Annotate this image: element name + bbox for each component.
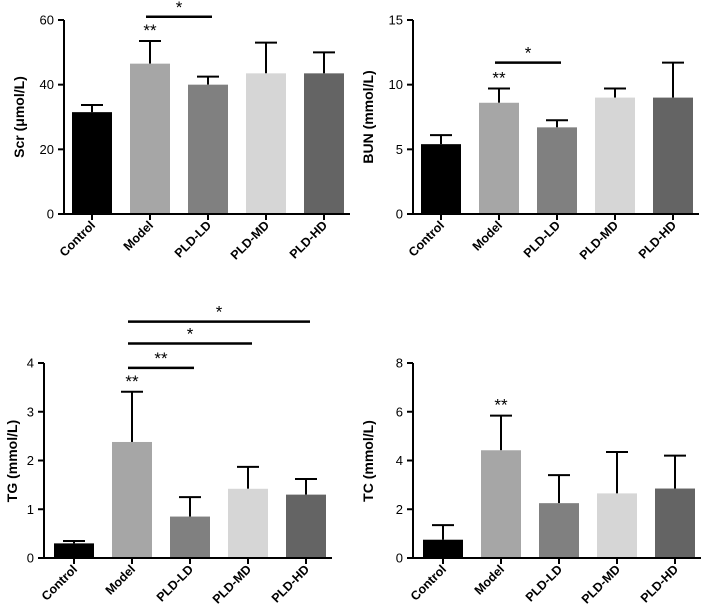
y-tick-label: 4 [27, 356, 34, 371]
significance-bracket-label: ** [154, 349, 168, 368]
y-tick-label: 3 [27, 404, 34, 419]
x-labels-tg: Control Model PLD-LD PLD-MD PLD-HD [39, 558, 312, 606]
significance-star: ** [143, 21, 157, 40]
bars-tg: ****** [54, 303, 326, 558]
y-axis-title-tc: TC (mmol/L) [360, 420, 376, 502]
x-category-label: Model [103, 562, 138, 597]
y-tick-label: 0 [396, 551, 403, 566]
x-category-label: PLD-MD [577, 218, 621, 262]
bar-model [479, 102, 519, 214]
x-category-label: Control [406, 218, 447, 259]
x-category-label: PLD-LD [523, 562, 565, 604]
bar-pld-ld [188, 84, 228, 215]
bar-model [481, 450, 521, 558]
x-category-label: PLD-HD [287, 218, 330, 261]
x-category-label: Control [408, 562, 449, 603]
significance-bracket-label: * [187, 325, 194, 344]
y-ticks-bun: 0 5 10 15 [389, 13, 413, 222]
bar-model [130, 63, 170, 215]
x-category-label: PLD-MD [228, 218, 272, 262]
chart-panel-tc: TC (mmol/L) ** 0 2 4 6 8 Control Model PLD-LD P… [360, 356, 701, 606]
y-tick-label: 6 [396, 404, 403, 419]
bar-pld-hd [304, 73, 344, 214]
bar-pld-ld [537, 127, 577, 214]
y-tick-label: 5 [396, 142, 403, 157]
x-category-label: PLD-HD [638, 562, 681, 605]
bar-pld-md [246, 73, 286, 214]
y-tick-label: 20 [40, 142, 54, 157]
significance-bracket-label: * [176, 0, 183, 17]
bar-control [421, 144, 461, 214]
y-ticks-tc: 0 2 4 6 8 [396, 356, 413, 566]
y-axis-title-tg: TG (mmol/L) [4, 420, 20, 502]
y-tick-label: 4 [396, 453, 403, 468]
bars-scr: *** [72, 0, 344, 215]
x-category-label: PLD-LD [521, 218, 563, 260]
x-category-label: PLD-MD [579, 562, 623, 606]
significance-star: ** [125, 372, 139, 391]
y-tick-label: 8 [396, 356, 403, 371]
bar-control [423, 539, 463, 558]
x-category-label: Control [39, 562, 80, 603]
y-tick-label: 10 [389, 77, 403, 92]
y-tick-label: 15 [389, 13, 403, 28]
x-category-label: PLD-HD [636, 218, 679, 261]
significance-bracket-label: * [216, 303, 223, 322]
significance-star: ** [494, 396, 508, 415]
x-category-label: PLD-LD [172, 218, 214, 260]
y-tick-label: 1 [27, 502, 34, 517]
significance-star: ** [492, 69, 506, 88]
x-category-label: PLD-MD [210, 562, 254, 606]
y-tick-label: 0 [27, 551, 34, 566]
bars-tc: ** [423, 396, 695, 558]
x-category-label: Model [472, 562, 507, 597]
y-axis-title-scr: Scr (μmol/L) [11, 76, 27, 158]
x-category-label: PLD-LD [154, 562, 196, 604]
y-tick-label: 0 [396, 207, 403, 222]
x-labels-tc: Control Model PLD-LD PLD-MD PLD-HD [408, 558, 681, 606]
y-tick-label: 2 [27, 453, 34, 468]
bar-control [54, 543, 94, 558]
bars-bun: *** [421, 44, 693, 214]
bar-pld-md [228, 488, 268, 558]
bar-pld-hd [286, 494, 326, 558]
x-category-label: PLD-HD [269, 562, 312, 605]
x-labels-bun: Control Model PLD-LD PLD-MD PLD-HD [406, 214, 679, 262]
y-tick-label: 0 [47, 207, 54, 222]
y-axis-title-bun: BUN (mmol/L) [360, 70, 376, 163]
x-category-label: Model [470, 218, 505, 253]
y-tick-label: 40 [40, 77, 54, 92]
y-tick-label: 60 [40, 13, 54, 28]
bar-pld-md [595, 97, 635, 214]
bar-pld-hd [655, 488, 695, 558]
significance-bracket-label: * [525, 44, 532, 63]
x-category-label: Control [57, 218, 98, 259]
y-ticks-tg: 0 1 2 3 4 [27, 356, 44, 566]
bar-pld-hd [653, 97, 693, 214]
bar-model [112, 441, 152, 558]
bar-pld-md [597, 493, 637, 558]
bar-pld-ld [539, 503, 579, 558]
y-ticks-scr: 0 20 40 60 [40, 13, 64, 222]
y-tick-label: 2 [396, 502, 403, 517]
bar-pld-ld [170, 516, 210, 558]
x-labels-scr: Control Model PLD-LD PLD-MD PLD-HD [57, 214, 330, 262]
x-category-label: Model [121, 218, 156, 253]
bar-control [72, 112, 112, 214]
